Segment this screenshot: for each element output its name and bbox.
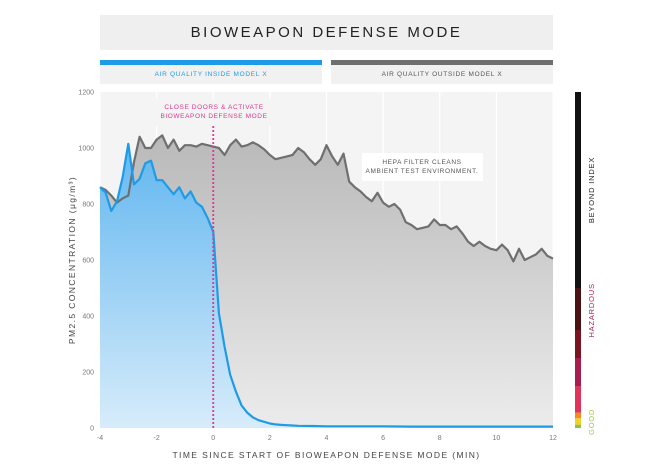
y-tick-label: 1200 (78, 90, 94, 97)
y-tick-label: 600 (82, 258, 94, 265)
x-tick-label: 10 (492, 435, 500, 442)
x-tick-label: 2 (268, 435, 272, 442)
scale-label-beyond-index: BEYOND INDEX (587, 157, 596, 223)
scale-band (575, 386, 581, 413)
event-annotation-text: CLOSE DOORS & ACTIVATE (164, 104, 263, 111)
x-axis-label: TIME SINCE START OF BIOWEAPON DEFENSE MO… (172, 450, 480, 460)
x-tick-label: 6 (381, 435, 385, 442)
hepa-annotation-box (362, 153, 483, 181)
aqi-color-scale (575, 92, 581, 428)
x-tick-label: -4 (97, 435, 103, 442)
hepa-annotation-text: AMBIENT TEST ENVIRONMENT. (366, 168, 479, 175)
legend-outside-label: AIR QUALITY OUTSIDE MODEL X (331, 65, 553, 84)
x-tick-label: 8 (438, 435, 442, 442)
scale-band (575, 412, 581, 419)
annotations: CLOSE DOORS & ACTIVATE BIOWEAPON DEFENSE … (148, 99, 483, 428)
series-line-inside (99, 142, 553, 428)
legend-inside-swatch (100, 60, 322, 65)
x-axis-ticks: -4 -2 0 2 4 6 8 10 12 (97, 435, 557, 442)
hepa-annotation-text: HEPA FILTER CLEANS (382, 159, 461, 166)
x-tick-label: -2 (154, 435, 160, 442)
y-tick-label: 200 (82, 370, 94, 377)
x-tick-label: 12 (549, 435, 557, 442)
scale-band (575, 424, 581, 428)
y-tick-label: 800 (82, 202, 94, 209)
chart-title: BIOWEAPON DEFENSE MODE (100, 15, 553, 50)
series-area-inside (100, 143, 553, 429)
scale-label-good: GOOD (587, 409, 596, 435)
y-tick-label: 400 (82, 314, 94, 321)
series-line-outside (99, 134, 554, 263)
y-axis-label: PM2.5 CONCENTRATION (μg/m³) (67, 176, 77, 344)
scale-band (575, 418, 581, 425)
event-annotation-text: BIOWEAPON DEFENSE MODE (160, 113, 267, 120)
x-tick-label: 0 (211, 435, 215, 442)
scale-band (575, 358, 581, 386)
y-tick-label: 0 (90, 426, 94, 433)
legend-outside-swatch (331, 60, 553, 65)
scale-band (575, 288, 581, 330)
scale-band (575, 92, 581, 288)
y-tick-label: 1000 (78, 146, 94, 153)
series-lines (99, 134, 554, 428)
y-axis-ticks: 0 200 400 600 800 1000 1200 (78, 90, 94, 433)
scale-label-hazardous: HAZARDOUS (587, 283, 596, 337)
event-annotation-box (148, 99, 280, 126)
x-tick-label: 4 (325, 435, 329, 442)
legend-inside-label: AIR QUALITY INSIDE MODEL X (100, 65, 322, 84)
scale-band (575, 330, 581, 358)
